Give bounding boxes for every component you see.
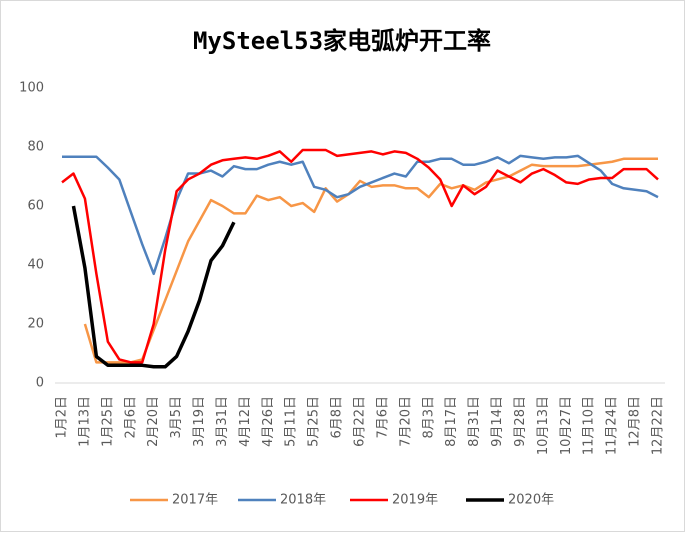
x-tick-label: 8月3日 [421, 396, 436, 439]
series-line [71, 205, 236, 369]
y-tick-label: 20 [27, 317, 44, 332]
y-tick-label: 0 [36, 376, 44, 391]
x-tick-label: 12月8日 [628, 396, 643, 447]
y-tick-label: 40 [27, 258, 44, 273]
y-tick-label: 80 [27, 140, 44, 155]
x-tick-label: 10月13日 [536, 396, 551, 455]
x-tick-label: 8月17日 [444, 396, 459, 447]
x-tick-label: 2月20日 [146, 396, 161, 447]
x-tick-label: 6月8日 [330, 396, 345, 439]
series-line [62, 154, 659, 276]
x-tick-label: 6月22日 [353, 396, 368, 447]
x-tick-label: 4月12日 [238, 396, 253, 447]
x-tick-label: 9月28日 [513, 396, 528, 447]
x-tick-label: 3月5日 [169, 396, 184, 439]
series-line [61, 148, 659, 364]
x-tick-label: 12月22日 [651, 396, 666, 455]
x-tick-label: 7月6日 [375, 396, 390, 439]
x-tick-label: 1月13日 [77, 396, 92, 447]
legend-label: 2019年 [392, 493, 438, 508]
x-tick-label: 2月6日 [123, 396, 138, 439]
x-tick-label: 5月25日 [307, 396, 322, 447]
x-tick-label: 3月31日 [215, 396, 230, 447]
x-tick-label: 11月24日 [605, 396, 620, 455]
y-tick-label: 60 [27, 199, 44, 214]
x-tick-label: 1月25日 [100, 396, 115, 447]
x-tick-label: 10月27日 [559, 396, 574, 455]
legend-label: 2017年 [172, 493, 218, 508]
legend-label: 2018年 [280, 493, 326, 508]
legend-label: 2020年 [508, 493, 554, 508]
x-tick-label: 1月2日 [55, 396, 70, 439]
y-tick-label: 100 [19, 81, 44, 96]
x-tick-label: 9月14日 [490, 396, 505, 447]
x-tick-label: 4月26日 [261, 396, 276, 447]
x-tick-label: 11月10日 [582, 396, 597, 455]
x-tick-label: 3月19日 [192, 396, 207, 447]
x-tick-label: 5月11日 [284, 396, 299, 447]
chart-title: MySteel53家电弧炉开工率 [193, 27, 491, 55]
x-tick-label: 7月20日 [398, 396, 413, 447]
series-line [83, 157, 658, 364]
x-tick-label: 8月31日 [467, 396, 482, 447]
